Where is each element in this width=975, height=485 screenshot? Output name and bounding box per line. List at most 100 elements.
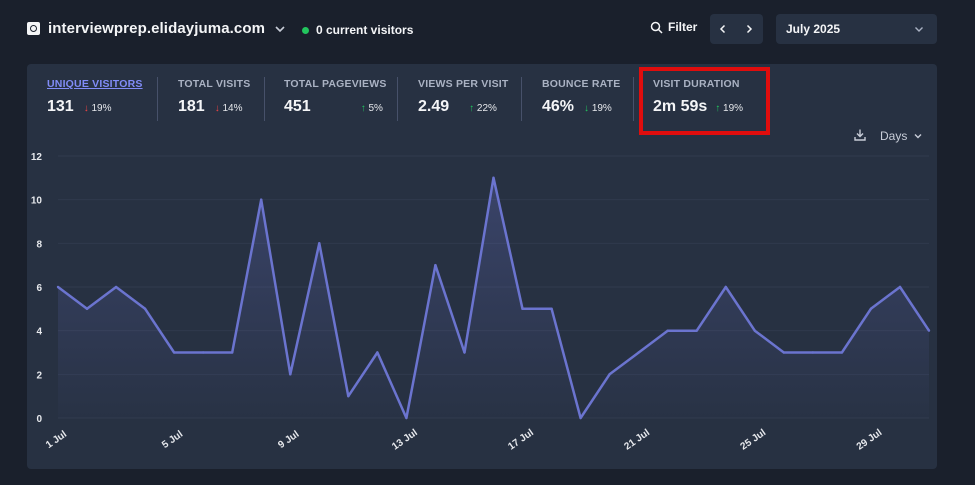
current-visitors[interactable]: 0 current visitors bbox=[302, 23, 413, 37]
top-bar: interviewprep.elidayjuma.com 0 current v… bbox=[27, 14, 937, 46]
data-point bbox=[143, 307, 147, 311]
data-point bbox=[172, 351, 176, 354]
stat-value: 131 bbox=[47, 98, 74, 115]
stat-change: ↑ 5% bbox=[361, 103, 383, 114]
stat-label: TOTAL VISITS bbox=[178, 78, 251, 90]
series-area bbox=[58, 177, 929, 418]
data-point bbox=[579, 416, 582, 420]
arrow-down-icon: ↓ bbox=[584, 103, 590, 114]
stat-total-pageviews[interactable]: TOTAL PAGEVIEWS 451 ↑ 5% bbox=[284, 78, 387, 122]
chevron-right-icon bbox=[746, 24, 753, 34]
data-point bbox=[434, 263, 437, 267]
stat-label: TOTAL PAGEVIEWS bbox=[284, 78, 387, 90]
stat-change-value: 5% bbox=[368, 103, 383, 114]
data-point bbox=[114, 285, 118, 289]
stat-unique-visitors[interactable]: UNIQUE VISITORS 131 ↓ 19% bbox=[47, 78, 143, 122]
stat-label: BOUNCE RATE bbox=[542, 78, 621, 90]
stat-label: VIEWS PER VISIT bbox=[418, 78, 509, 90]
y-tick-label: 10 bbox=[31, 196, 43, 207]
data-point bbox=[608, 373, 611, 376]
stat-value: 451 bbox=[284, 98, 311, 115]
stat-change-value: 14% bbox=[222, 103, 243, 114]
date-range-label: July 2025 bbox=[786, 22, 841, 36]
stat-change: ↓ 19% bbox=[584, 103, 612, 114]
chevron-down-icon bbox=[275, 25, 285, 32]
period-navigation bbox=[710, 14, 763, 44]
arrow-down-icon: ↓ bbox=[214, 103, 220, 114]
data-point bbox=[405, 416, 408, 420]
stat-divider bbox=[397, 77, 398, 121]
stat-change: ↓ 14% bbox=[215, 103, 243, 114]
data-point bbox=[666, 329, 669, 332]
x-tick-label: 13 Jul bbox=[390, 427, 420, 452]
stat-label: VISIT DURATION bbox=[653, 78, 740, 90]
data-point bbox=[318, 242, 321, 245]
stat-value: 46% bbox=[542, 98, 575, 115]
data-point bbox=[869, 307, 873, 311]
filter-label: Filter bbox=[668, 20, 698, 34]
data-point bbox=[811, 351, 815, 354]
data-point bbox=[550, 307, 553, 311]
y-tick-label: 8 bbox=[36, 239, 42, 250]
stat-label: UNIQUE VISITORS bbox=[47, 78, 143, 90]
stat-value: 2m 59s bbox=[653, 98, 708, 115]
previous-period-button[interactable] bbox=[710, 14, 736, 44]
chevron-left-icon bbox=[719, 24, 726, 34]
data-point bbox=[260, 198, 263, 201]
interval-select[interactable]: Days bbox=[880, 129, 923, 143]
live-dot-icon bbox=[302, 26, 309, 34]
stat-change-value: 19% bbox=[91, 103, 112, 114]
stat-value: 181 bbox=[178, 98, 205, 115]
data-point bbox=[927, 329, 931, 332]
data-point bbox=[782, 351, 786, 354]
chevron-down-icon bbox=[914, 134, 922, 139]
site-switcher[interactable]: interviewprep.elidayjuma.com bbox=[27, 20, 287, 37]
data-point bbox=[492, 176, 495, 180]
search-icon bbox=[650, 21, 663, 34]
x-tick-label: 5 Jul bbox=[160, 429, 185, 451]
stat-divider bbox=[633, 77, 634, 121]
data-point bbox=[376, 351, 379, 354]
stat-change: ↓ 19% bbox=[84, 103, 112, 114]
site-name: interviewprep.elidayjuma.com bbox=[48, 20, 266, 37]
arrow-up-icon: ↑ bbox=[715, 103, 721, 114]
stat-change: ↑ 19% bbox=[715, 103, 743, 114]
data-point bbox=[463, 351, 466, 354]
x-tick-label: 25 Jul bbox=[739, 427, 769, 452]
x-tick-label: 29 Jul bbox=[855, 427, 885, 452]
date-range-select[interactable]: July 2025 bbox=[776, 14, 937, 44]
y-tick-label: 6 bbox=[36, 283, 42, 294]
data-point bbox=[85, 307, 89, 311]
stat-divider bbox=[264, 77, 265, 121]
stat-bounce-rate[interactable]: BOUNCE RATE 46% ↓ 19% bbox=[542, 78, 620, 122]
stat-change-value: 22% bbox=[476, 103, 497, 114]
data-point bbox=[231, 351, 234, 354]
current-visitors-label: 0 current visitors bbox=[316, 23, 414, 37]
x-tick-label: 1 Jul bbox=[44, 429, 69, 451]
highlight-box bbox=[639, 67, 770, 135]
y-tick-label: 2 bbox=[36, 370, 42, 381]
y-tick-label: 12 bbox=[31, 152, 43, 163]
site-logo-icon bbox=[27, 22, 40, 35]
visitors-line-chart: 0 2 4 6 8 10 12 1 Jul 5 Jul 9 Jul 13 Jul 17 Jul 21 J… bbox=[31, 152, 931, 453]
stat-divider bbox=[521, 77, 522, 121]
stat-change: ↑ 22% bbox=[469, 103, 497, 114]
y-tick-label: 0 bbox=[36, 414, 42, 425]
filter-button[interactable]: Filter bbox=[650, 20, 697, 34]
chevron-down-icon bbox=[915, 27, 923, 32]
stat-visit-duration[interactable]: VISIT DURATION 2m 59s ↑ 19% bbox=[653, 78, 743, 122]
x-tick-label: 17 Jul bbox=[506, 427, 536, 452]
stat-value: 2.49 bbox=[418, 98, 450, 115]
y-tick-label: 4 bbox=[36, 327, 42, 338]
stat-total-visits[interactable]: TOTAL VISITS 181 ↓ 14% bbox=[178, 78, 250, 122]
arrow-up-icon: ↑ bbox=[360, 103, 366, 114]
data-point bbox=[637, 351, 640, 354]
next-period-button[interactable] bbox=[736, 14, 762, 44]
stat-divider bbox=[157, 77, 158, 121]
data-point bbox=[753, 329, 756, 332]
stat-views-per-visit[interactable]: VIEWS PER VISIT 2.49 ↑ 22% bbox=[418, 78, 509, 122]
stat-change-value: 19% bbox=[723, 103, 744, 114]
stat-change-value: 19% bbox=[591, 103, 612, 114]
data-point bbox=[347, 394, 350, 398]
download-icon[interactable] bbox=[853, 128, 867, 142]
